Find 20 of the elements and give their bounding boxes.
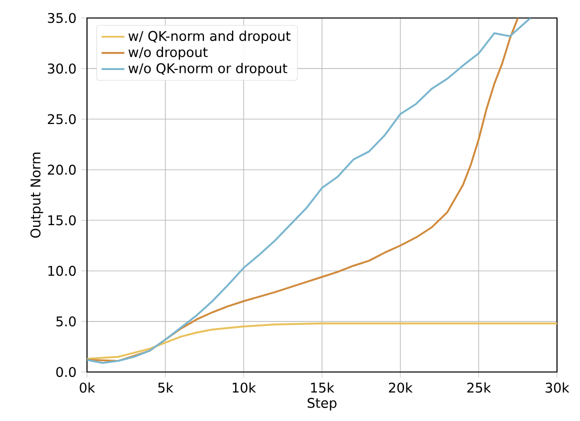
y-tick-label: 15.0 (48, 215, 76, 226)
x-tick-label: 30k (546, 382, 570, 393)
x-tick-label: 0k (80, 382, 96, 393)
x-axis-title: Step (308, 398, 336, 411)
x-tick-label: 5k (158, 382, 174, 393)
x-tick-label: 10k (232, 382, 256, 393)
y-tick-label: 35.0 (48, 12, 76, 24)
y-tick-label: 0.0 (56, 366, 76, 378)
legend-label: w/o dropout (128, 46, 208, 60)
x-tick-label: 25k (467, 382, 491, 393)
y-tick-label: 5.0 (56, 316, 76, 326)
x-tick-label: 20k (388, 382, 413, 393)
y-axis-title: Output Norm (30, 152, 44, 238)
y-tick-label: 20.0 (48, 164, 76, 175)
legend-label: w/o QK-norm or dropout (128, 62, 288, 76)
x-tick-label: 15k (311, 382, 334, 393)
y-tick-label: 10.0 (48, 266, 76, 276)
y-tick-label: 30.0 (48, 64, 76, 74)
legend-label: w/ QK-norm and dropout (128, 30, 290, 44)
y-tick-label: 25.0 (48, 114, 76, 124)
